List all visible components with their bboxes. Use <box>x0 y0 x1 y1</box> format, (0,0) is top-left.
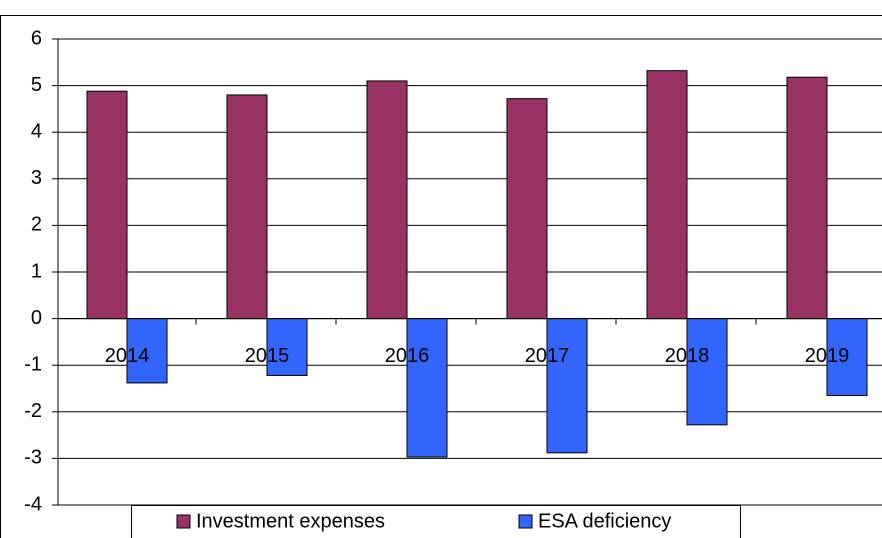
bar <box>86 90 128 320</box>
y-tick-label: 5 <box>31 74 42 96</box>
bar <box>406 318 448 458</box>
bar <box>366 80 408 320</box>
bar <box>226 94 268 320</box>
legend-swatch <box>176 514 191 529</box>
y-tick-label: 2 <box>31 214 42 236</box>
bar <box>646 70 688 320</box>
bar <box>826 318 868 396</box>
y-tick-label: 6 <box>31 27 42 49</box>
bar <box>686 318 728 426</box>
bar <box>546 318 588 454</box>
y-tick-label: -4 <box>24 493 42 515</box>
x-tick-label: 2018 <box>665 345 710 367</box>
legend-label: ESA deficiency <box>538 510 671 532</box>
chart-frame <box>0 15 882 538</box>
y-tick-label: 3 <box>31 167 42 189</box>
y-tick-label: 0 <box>31 307 42 329</box>
y-tick-label: 4 <box>31 120 42 142</box>
bar <box>266 318 308 376</box>
x-tick-label: 2019 <box>805 345 850 367</box>
y-tick-label: -3 <box>24 447 42 469</box>
bar <box>506 98 548 320</box>
bar <box>786 76 828 320</box>
y-tick-label: -2 <box>24 400 42 422</box>
x-tick-label: 2015 <box>245 345 290 367</box>
bar <box>126 318 168 384</box>
legend-swatch <box>518 514 533 529</box>
x-tick-label: 2016 <box>385 345 430 367</box>
y-tick-label: -1 <box>24 353 42 375</box>
legend-label: Investment expenses <box>196 510 385 532</box>
x-tick-label: 2017 <box>525 345 570 367</box>
y-tick-label: 1 <box>31 260 42 282</box>
legend-box <box>131 505 741 538</box>
x-tick-label: 2014 <box>105 345 150 367</box>
